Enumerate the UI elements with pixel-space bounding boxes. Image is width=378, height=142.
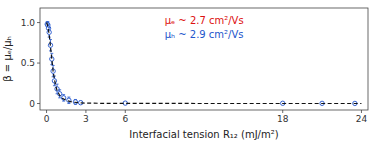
fit-line	[47, 23, 362, 104]
x-tick-label: 18	[277, 114, 289, 124]
chart: 0 3 6 18 24 0 0.5 1.0 Interfacial tension R₁₂ (m…	[0, 0, 378, 142]
y-axis-label: β = μₑ/μₕ	[2, 36, 13, 81]
y-tick	[37, 63, 40, 64]
error-bar	[67, 97, 70, 103]
x-tick	[361, 110, 362, 113]
x-tick	[85, 110, 86, 113]
y-tick-label: 1.0	[21, 18, 36, 28]
plot-area	[45, 22, 361, 106]
y-tick	[37, 103, 40, 104]
annotation: μₕ ~ 2.9 cm²/Vs	[165, 29, 244, 40]
x-tick-label: 24	[356, 114, 368, 124]
y-tick	[37, 22, 40, 23]
x-axis-label: Interfacial tension R₁₂ (mJ/m²)	[129, 129, 278, 140]
x-tick	[282, 110, 283, 113]
x-tick-label: 6	[122, 114, 128, 124]
x-tick	[46, 110, 47, 113]
y-tick-label: 0	[29, 99, 35, 109]
annotation: μₑ ~ 2.7 cm²/Vs	[165, 15, 244, 26]
x-tick-label: 3	[83, 114, 89, 124]
plot-frame	[40, 8, 368, 110]
x-tick	[125, 110, 126, 113]
y-tick-label: 0.5	[21, 58, 35, 68]
x-tick-label: 0	[44, 114, 50, 124]
